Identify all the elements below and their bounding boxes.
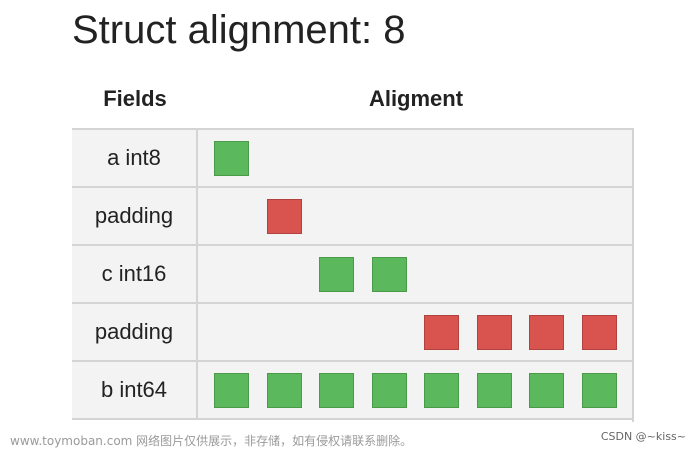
table-row: a int8 bbox=[72, 130, 634, 188]
data-byte-block bbox=[214, 373, 249, 408]
fields-column-header: Fields bbox=[103, 86, 167, 111]
data-byte-block bbox=[372, 257, 407, 292]
data-byte-block bbox=[582, 373, 617, 408]
alignment-column-header: Aligment bbox=[368, 86, 464, 111]
data-byte-block bbox=[477, 373, 512, 408]
field-label: padding bbox=[72, 188, 198, 244]
alignment-table: a int8 padding c int16 padding b int64 bbox=[72, 128, 634, 422]
csdn-credit: CSDN @~kiss~ bbox=[600, 430, 686, 443]
data-byte-block bbox=[319, 373, 354, 408]
data-byte-block bbox=[319, 257, 354, 292]
data-byte-block bbox=[214, 141, 249, 176]
byte-cells bbox=[198, 362, 634, 418]
padding-byte-block bbox=[267, 199, 302, 234]
byte-cells bbox=[198, 188, 634, 244]
watermark-text: www.toymoban.com 网络图片仅供展示，非存储，如有侵权请联系删除。 bbox=[10, 434, 413, 448]
table-right-border bbox=[632, 130, 634, 422]
byte-cells bbox=[198, 246, 634, 302]
table-row: padding bbox=[72, 304, 634, 362]
table-row: c int16 bbox=[72, 246, 634, 304]
field-label: c int16 bbox=[72, 246, 198, 302]
table-row: padding bbox=[72, 188, 634, 246]
padding-byte-block bbox=[582, 315, 617, 350]
page-title: Struct alignment: 8 bbox=[72, 8, 406, 52]
field-label: a int8 bbox=[72, 130, 198, 186]
data-byte-block bbox=[372, 373, 407, 408]
byte-cells bbox=[198, 304, 634, 360]
field-label: b int64 bbox=[72, 362, 198, 418]
byte-cells bbox=[198, 130, 634, 186]
table-row: b int64 bbox=[72, 362, 634, 420]
data-byte-block bbox=[529, 373, 564, 408]
padding-byte-block bbox=[424, 315, 459, 350]
padding-byte-block bbox=[477, 315, 512, 350]
data-byte-block bbox=[424, 373, 459, 408]
data-byte-block bbox=[267, 373, 302, 408]
padding-byte-block bbox=[529, 315, 564, 350]
field-label: padding bbox=[72, 304, 198, 360]
